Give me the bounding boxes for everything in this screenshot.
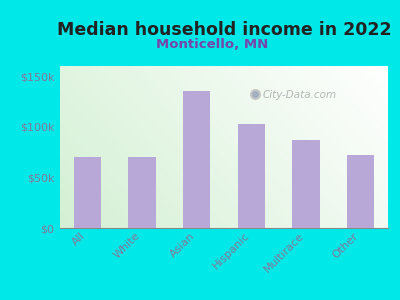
Bar (347, 155, 374, 228)
Title: Median household income in 2022: Median household income in 2022 (57, 21, 391, 39)
Bar (183, 91, 210, 228)
Text: City-Data.com: City-Data.com (262, 90, 336, 100)
Bar (292, 140, 320, 228)
Bar (238, 124, 265, 228)
Bar (128, 157, 156, 228)
Bar (74, 157, 101, 228)
Text: Monticello, MN: Monticello, MN (156, 38, 268, 50)
